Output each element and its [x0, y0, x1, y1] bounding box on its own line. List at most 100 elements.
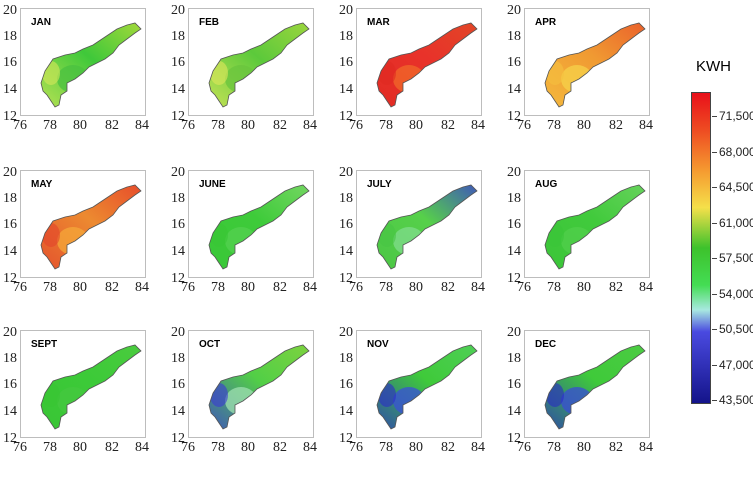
x-tick-label: 84: [471, 280, 485, 295]
x-tick-label: 78: [211, 118, 225, 133]
x-tick-label: 80: [73, 280, 87, 295]
y-tick-label: 12: [339, 109, 353, 124]
y-tick-label: 20: [507, 3, 521, 18]
y-tick-label: 18: [507, 351, 521, 366]
y-tick-label: 20: [3, 165, 17, 180]
y-tick-label: 18: [339, 29, 353, 44]
month-label: NOV: [367, 339, 389, 350]
y-tick-label: 20: [3, 325, 17, 340]
month-label: MAR: [367, 17, 390, 28]
x-tick-label: 80: [73, 440, 87, 455]
map-panel-dec: 20 18 16 14 12 76 78 80 82 84 DEC: [504, 326, 654, 456]
y-tick-label: 20: [339, 3, 353, 18]
x-tick-label: 78: [211, 280, 225, 295]
colorbar-tick-label: 68,000: [719, 144, 753, 159]
colorbar-tick-label: 71,500: [719, 109, 753, 123]
y-tick-label: 12: [339, 431, 353, 446]
x-tick-label: 84: [135, 118, 149, 133]
y-tick-label: 12: [507, 271, 521, 286]
y-tick-label: 16: [339, 217, 353, 232]
x-tick-label: 80: [409, 440, 423, 455]
x-tick-label: 78: [379, 440, 393, 455]
colorbar-gradient: [692, 93, 710, 403]
map-frame: JULY: [356, 170, 482, 278]
y-tick-label: 14: [507, 244, 521, 259]
map-panel-july: 20 18 16 14 12 76 78 80 82 84 JULY: [336, 166, 486, 296]
month-label: SEPT: [31, 339, 58, 350]
map-panel-jan: 20 18 16 14 12 76 78 80 82 84 JAN: [0, 4, 150, 134]
y-tick-label: 18: [507, 191, 521, 206]
colorbar-tick: [712, 222, 717, 224]
y-tick-label: 16: [171, 55, 185, 70]
y-tick-label: 18: [507, 29, 521, 44]
map-frame: FEB: [188, 8, 314, 116]
colorbar-tick: [712, 258, 717, 259]
x-tick-label: 82: [441, 280, 455, 295]
colorbar-tick-label: 43,500: [719, 393, 753, 407]
map-frame: JAN: [20, 8, 146, 116]
x-tick-label: 84: [471, 440, 485, 455]
month-label: MAY: [31, 179, 53, 190]
state-map: [208, 344, 310, 430]
map-frame: SEPT: [20, 330, 146, 438]
y-tick-label: 16: [507, 217, 521, 232]
x-tick-label: 80: [577, 280, 591, 295]
x-tick-label: 78: [379, 280, 393, 295]
colorbar-tick-label: 47,000: [719, 357, 753, 372]
x-tick-label: 80: [241, 118, 255, 133]
x-tick-label: 84: [639, 440, 653, 455]
y-tick-label: 18: [171, 191, 185, 206]
x-tick-label: 84: [303, 280, 317, 295]
y-tick-label: 20: [339, 325, 353, 340]
x-tick-label: 78: [547, 118, 561, 133]
state-map: [40, 184, 142, 270]
y-tick-label: 20: [171, 165, 185, 180]
x-tick-label: 84: [135, 440, 149, 455]
x-tick-label: 82: [105, 440, 119, 455]
month-label: JULY: [367, 179, 392, 190]
y-tick-label: 14: [3, 82, 17, 97]
x-tick-label: 76: [181, 440, 195, 455]
state-map: [208, 22, 310, 108]
x-tick-label: 80: [409, 118, 423, 133]
colorbar-tick: [712, 329, 717, 330]
x-tick-label: 84: [135, 280, 149, 295]
x-tick-label: 82: [609, 440, 623, 455]
y-tick-label: 18: [3, 351, 17, 366]
x-tick-label: 76: [517, 118, 531, 133]
colorbar-tick-label: 50,500: [719, 322, 753, 336]
x-tick-label: 80: [577, 118, 591, 133]
y-tick-label: 14: [171, 82, 185, 97]
map-frame: MAR: [356, 8, 482, 116]
map-panel-mar: 20 18 16 14 12 76 78 80 82 84 MAR: [336, 4, 486, 134]
month-label: OCT: [199, 339, 221, 350]
state-map: [376, 184, 478, 270]
x-tick-label: 78: [379, 118, 393, 133]
y-tick-label: 12: [507, 431, 521, 446]
state-map: [376, 22, 478, 108]
map-frame: AUG: [524, 170, 650, 278]
colorbar-tick-label: 64,500: [719, 180, 753, 194]
y-tick-label: 14: [507, 82, 521, 97]
x-tick-label: 78: [547, 440, 561, 455]
map-panel-nov: 20 18 16 14 12 76 78 80 82 84 NOV: [336, 326, 486, 456]
x-tick-label: 78: [43, 440, 57, 455]
y-tick-label: 14: [171, 244, 185, 259]
x-tick-label: 84: [639, 280, 653, 295]
y-tick-label: 16: [507, 55, 521, 70]
x-tick-label: 76: [349, 118, 363, 133]
y-tick-label: 14: [171, 404, 185, 419]
colorbar-title: KWH: [696, 58, 731, 75]
month-label: APR: [535, 17, 557, 28]
y-tick-label: 16: [3, 217, 17, 232]
y-tick-label: 20: [171, 3, 185, 18]
x-tick-label: 80: [241, 280, 255, 295]
colorbar-tick: [712, 293, 717, 295]
y-tick-label: 14: [507, 404, 521, 419]
y-tick-label: 14: [339, 244, 353, 259]
y-tick-label: 12: [3, 271, 17, 286]
colorbar-tick: [712, 116, 717, 117]
y-tick-label: 16: [339, 377, 353, 392]
y-tick-label: 12: [171, 109, 185, 124]
y-tick-label: 12: [507, 109, 521, 124]
